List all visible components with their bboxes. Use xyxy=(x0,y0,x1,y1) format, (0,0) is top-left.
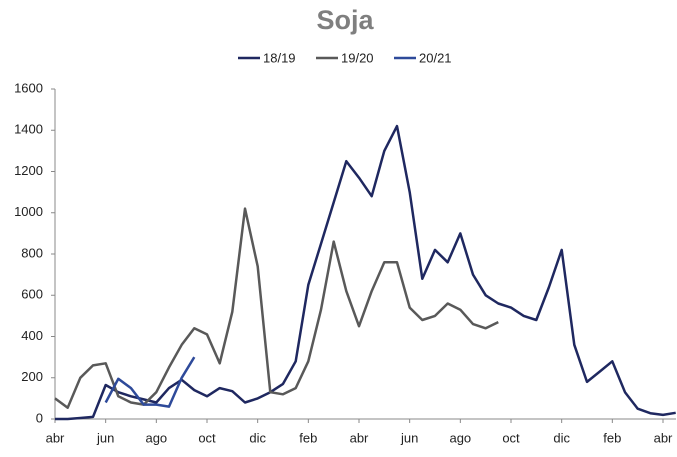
x-tick-label: dic xyxy=(553,430,570,445)
x-tick-label: feb xyxy=(299,430,317,445)
x-tick-label: ago xyxy=(145,430,167,445)
y-tick-label: 1400 xyxy=(14,122,43,137)
x-tick-label: feb xyxy=(603,430,621,445)
x-tick-label: jun xyxy=(96,430,114,445)
x-tick-label: jun xyxy=(400,430,418,445)
x-tick-label: dic xyxy=(249,430,266,445)
line xyxy=(104,356,196,408)
x-tick-label: abr xyxy=(350,430,369,445)
y-tick-label: 0 xyxy=(36,410,43,425)
legend-label: 18/19 xyxy=(263,50,296,65)
x-tick-label: abr xyxy=(46,430,65,445)
chart-title: Soja xyxy=(316,5,374,35)
y-tick-label: 800 xyxy=(21,245,43,260)
y-tick-label: 1600 xyxy=(14,80,43,95)
legend-label: 20/21 xyxy=(419,50,452,65)
x-tick-label: ago xyxy=(449,430,471,445)
y-tick-label: 600 xyxy=(21,287,43,302)
y-tick-label: 1200 xyxy=(14,163,43,178)
y-tick-label: 400 xyxy=(21,328,43,343)
y-tick-label: 200 xyxy=(21,369,43,384)
x-tick-label: oct xyxy=(198,430,216,445)
x-tick-label: abr xyxy=(654,430,673,445)
legend-label: 19/20 xyxy=(341,50,374,65)
line xyxy=(55,124,676,421)
line xyxy=(54,207,499,409)
y-tick-label: 1000 xyxy=(14,204,43,219)
x-tick-label: oct xyxy=(502,430,520,445)
